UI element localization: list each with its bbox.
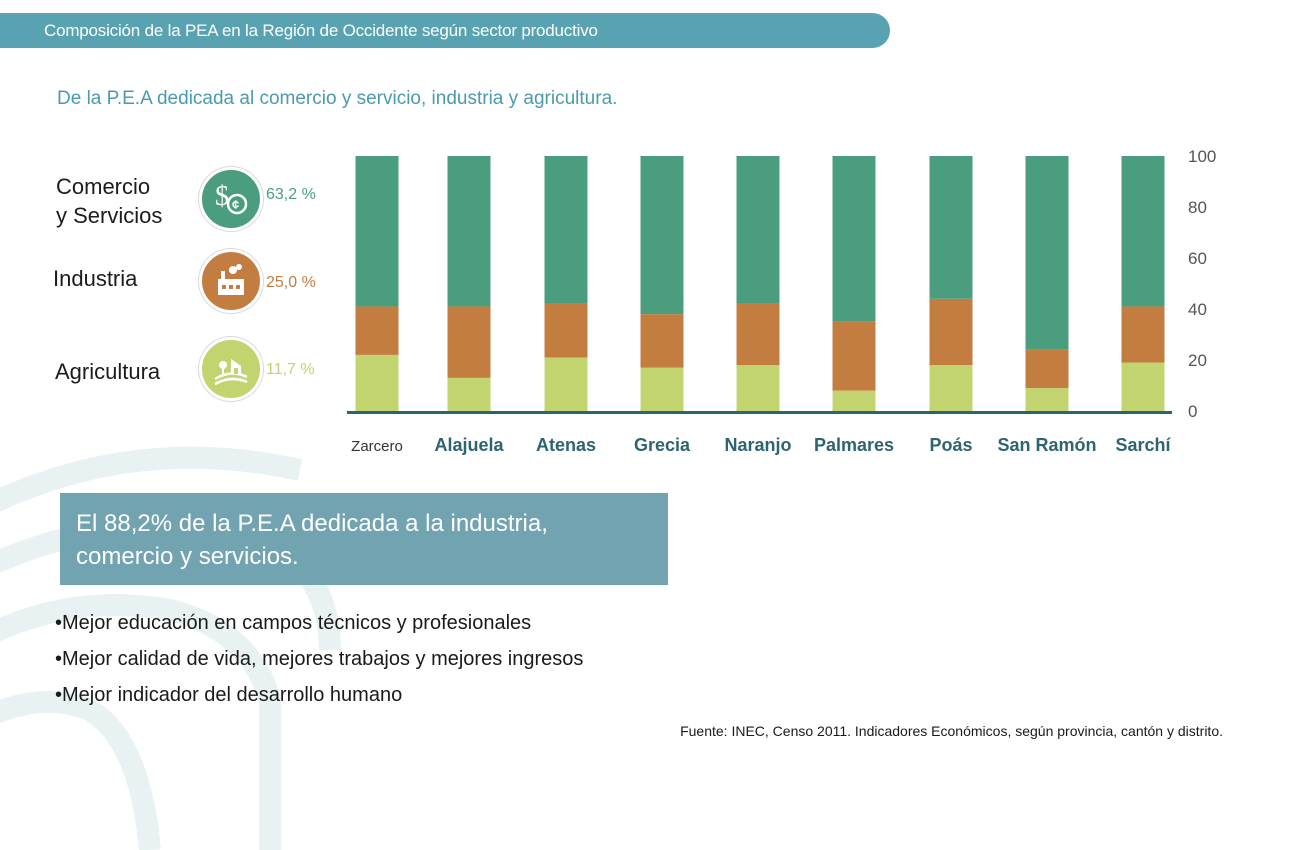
legend-label-comercio: Comercio y Servicios xyxy=(56,172,162,230)
bar-segment-zarcero-0 xyxy=(355,354,399,411)
bar-segment-naranjo-0 xyxy=(736,365,780,411)
bar-segment-sarchí-2 xyxy=(1121,156,1165,307)
legend-label-agricultura: Agricultura xyxy=(55,359,161,384)
chart-subtitle: De la P.E.A dedicada al comercio y servi… xyxy=(57,88,618,109)
header-banner: Composición de la PEA en la Región de Oc… xyxy=(0,13,890,48)
bar-segment-naranjo-1 xyxy=(736,303,780,366)
x-tick-label: Zarcero xyxy=(351,438,403,455)
x-tick-label: Naranjo xyxy=(724,435,791,455)
bar-segment-alajuela-1 xyxy=(447,306,491,378)
x-axis-baseline xyxy=(347,411,1172,414)
bar-segment-grecia-0 xyxy=(640,367,684,411)
list-item: •Mejor educación en campos técnicos y pr… xyxy=(55,612,532,634)
x-tick-label: Sarchí xyxy=(1115,435,1171,455)
bar-segment-atenas-2 xyxy=(544,156,588,304)
bar-segment-palmares-2 xyxy=(832,156,876,322)
y-tick-label: 0 xyxy=(1188,402,1197,421)
legend-pct-industria: 25,0 % xyxy=(266,274,316,291)
list-item: •Mejor calidad de vida, mejores trabajos… xyxy=(55,648,584,670)
source-note: Fuente: INEC, Censo 2011. Indicadores Ec… xyxy=(680,723,1223,739)
bar-segment-poás-1 xyxy=(929,298,973,366)
bar-segment-san-ramón-2 xyxy=(1025,156,1069,350)
legend-pct-agricultura: 11,7 % xyxy=(266,361,315,378)
y-tick-label: 20 xyxy=(1188,351,1207,370)
factory-icon xyxy=(199,249,263,313)
money-icon: $ ¢ xyxy=(199,167,263,231)
bar-segment-grecia-2 xyxy=(640,156,684,315)
svg-text:$: $ xyxy=(215,181,229,212)
legend-pct-comercio: 63,2 % xyxy=(266,186,316,203)
bar-segment-naranjo-2 xyxy=(736,156,780,304)
bar-segment-sarchí-1 xyxy=(1121,306,1165,363)
bar-segment-zarcero-1 xyxy=(355,306,399,355)
bar-segment-zarcero-2 xyxy=(355,156,399,307)
x-tick-label: Palmares xyxy=(814,435,894,455)
legend-label-line: y Servicios xyxy=(56,203,163,228)
x-tick-label: Poás xyxy=(929,435,972,455)
background-decoration xyxy=(0,446,341,850)
stacked-bar-chart: Zarcero Alajuela Atenas Grecia Naranjo Palmar… xyxy=(347,147,1216,455)
bar-segment-alajuela-0 xyxy=(447,377,491,411)
legend-label-industria: Industria xyxy=(53,266,138,291)
bar-segment-san-ramón-1 xyxy=(1025,349,1069,389)
list-item: •Mejor indicador del desarrollo humano xyxy=(55,684,403,706)
y-tick-label: 100 xyxy=(1188,147,1216,166)
summary-callout-text: El 88,2% de la P.E.A dedicada a la indus… xyxy=(76,510,548,570)
bar-segment-palmares-1 xyxy=(832,321,876,391)
summary-callout: El 88,2% de la P.E.A dedicada a la indus… xyxy=(60,493,668,585)
bar-segment-atenas-1 xyxy=(544,303,588,358)
x-tick-label: Grecia xyxy=(634,435,691,455)
bar-segment-san-ramón-0 xyxy=(1025,388,1069,411)
svg-text:¢: ¢ xyxy=(232,197,239,212)
farm-icon xyxy=(199,337,263,401)
benefits-list: •Mejor educación en campos técnicos y pr… xyxy=(55,610,583,718)
bar-segment-poás-2 xyxy=(929,156,973,299)
x-tick-label: Alajuela xyxy=(434,435,504,455)
y-tick-label: 80 xyxy=(1188,198,1207,217)
bar-segment-palmares-0 xyxy=(832,390,876,411)
legend-label-line: Comercio xyxy=(56,174,151,199)
bar-segment-atenas-0 xyxy=(544,357,588,411)
page-title: Composición de la PEA en la Región de Oc… xyxy=(44,21,598,40)
x-tick-label: Atenas xyxy=(536,435,596,455)
bar-segment-grecia-1 xyxy=(640,314,684,368)
x-tick-label: San Ramón xyxy=(997,435,1096,455)
y-tick-label: 60 xyxy=(1188,249,1207,268)
bar-segment-sarchí-0 xyxy=(1121,362,1165,411)
y-tick-label: 40 xyxy=(1188,300,1207,319)
bar-segment-poás-0 xyxy=(929,365,973,411)
bar-segment-alajuela-2 xyxy=(447,156,491,307)
